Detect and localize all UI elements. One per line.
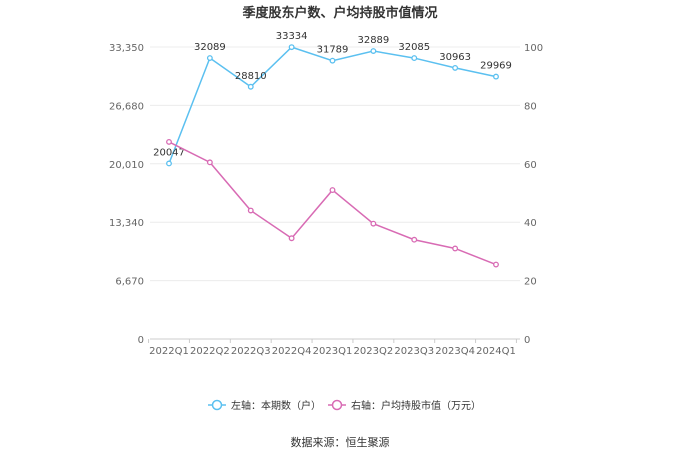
right-axis-tick-label: 20 — [524, 277, 537, 288]
right-y-axis: 0 20 40 60 80 100 — [524, 43, 543, 346]
chart-title: 季度股东户数、户均持股市值情况 — [241, 5, 437, 21]
right-axis-tick-label: 80 — [524, 101, 537, 112]
right-axis-tick-label: 100 — [524, 43, 543, 54]
data-point — [288, 44, 295, 51]
data-label: 33334 — [276, 31, 308, 42]
data-label: 32089 — [194, 42, 226, 53]
x-axis-tick-label: 2022Q1 — [149, 346, 189, 357]
series-lines: 20047 32089 28810 33334 31789 32889 32085 30963… — [153, 31, 512, 268]
data-label: 28810 — [235, 71, 267, 82]
right-axis-tick-label: 0 — [524, 335, 530, 346]
data-label: 20047 — [153, 147, 185, 158]
data-point — [288, 235, 295, 242]
x-axis-tick-label: 2022Q2 — [190, 346, 230, 357]
data-point — [329, 57, 336, 64]
data-point — [452, 64, 459, 71]
data-point — [493, 261, 499, 268]
data-point — [411, 55, 418, 62]
left-axis-tick-label: 6,670 — [115, 277, 144, 288]
data-label: 30963 — [439, 52, 471, 63]
left-axis-tick-label: 33,350 — [109, 43, 144, 54]
x-axis-tick-label: 2022Q4 — [272, 346, 312, 357]
data-point — [166, 138, 172, 145]
x-axis-tick-label: 2024Q1 — [476, 346, 516, 357]
left-axis-tick-label: 13,340 — [109, 218, 144, 229]
x-axis-tick-label: 2023Q4 — [435, 346, 475, 357]
right-axis-tick-label: 60 — [524, 160, 537, 171]
data-label: 31789 — [317, 45, 349, 56]
data-point — [411, 236, 418, 243]
data-point — [370, 220, 377, 227]
left-axis-tick-label: 26,680 — [109, 101, 144, 112]
right-axis-tick-label: 40 — [524, 218, 537, 229]
legend-marker-icon — [331, 399, 343, 411]
data-point — [452, 245, 459, 252]
data-label: 32085 — [398, 42, 430, 53]
legend-label: 左轴：本期数（户） — [231, 399, 321, 412]
x-axis-tick-label: 2023Q2 — [354, 346, 394, 357]
legend-label: 右轴：户均持股市值（万元） — [351, 399, 481, 412]
series-line-1 — [168, 141, 497, 266]
left-y-axis: 0 6,670 13,340 20,010 26,680 33,350 — [109, 43, 144, 346]
data-point — [247, 207, 254, 214]
left-axis-tick-label: 0 — [138, 335, 144, 346]
data-source-note: 数据来源：恒生聚源 — [291, 435, 390, 449]
data-label: 29969 — [480, 61, 512, 72]
data-point — [370, 48, 377, 54]
legend[interactable]: 左轴：本期数（户） 右轴：户均持股市值（万元） — [208, 399, 481, 412]
x-axis-tick-label: 2023Q3 — [394, 346, 434, 357]
data-point — [206, 159, 213, 166]
data-point — [206, 55, 213, 61]
left-axis-tick-label: 20,010 — [109, 160, 144, 171]
x-axis-tick-label: 2022Q3 — [231, 346, 271, 357]
data-label: 32889 — [357, 35, 389, 46]
x-axis: 2022Q1 2022Q2 2022Q3 2022Q4 2023Q1 2023Q2 2023… — [148, 339, 517, 357]
legend-marker-icon — [211, 399, 223, 411]
data-point — [493, 73, 499, 80]
x-axis-tick-label: 2023Q1 — [313, 346, 353, 357]
data-point — [247, 83, 254, 90]
data-point — [329, 187, 336, 194]
data-point — [166, 160, 172, 167]
